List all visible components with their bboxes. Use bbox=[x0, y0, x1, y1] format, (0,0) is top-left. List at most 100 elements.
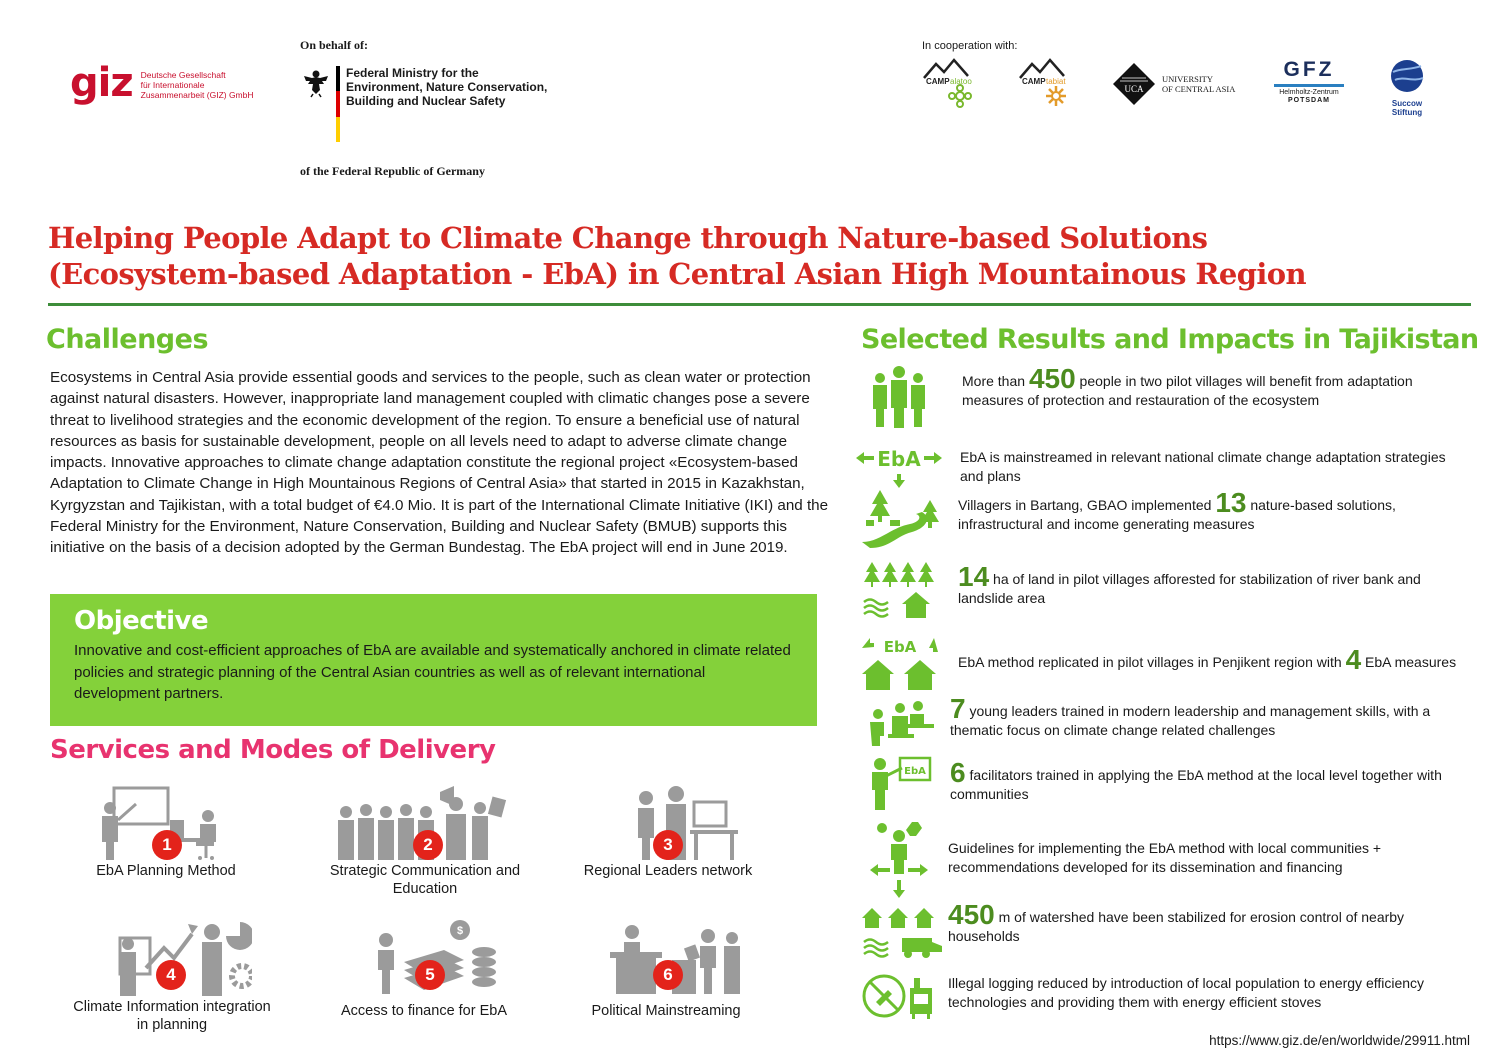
service-number-badge: 4 bbox=[156, 960, 186, 990]
page-title: Helping People Adapt to Climate Change t… bbox=[48, 220, 1468, 292]
objective-heading: Objective bbox=[74, 606, 209, 636]
result-item: More than 450 people in two pilot villag… bbox=[962, 365, 1462, 410]
gfz-logo: GFZ Helmholtz-Zentrum POTSDAM bbox=[1268, 58, 1350, 105]
ministry-name-line: Building and Nuclear Safety bbox=[346, 94, 506, 108]
project-link[interactable]: https://www.giz.de/en/worldwide/29911.ht… bbox=[1209, 1033, 1470, 1048]
svg-text:tabiat: tabiat bbox=[1046, 77, 1066, 86]
result-highlight-number: 4 bbox=[1345, 644, 1362, 675]
page-title-line: (Ecosystem-based Adaptation - EbA) in Ce… bbox=[48, 257, 1307, 291]
result-highlight-number: 450 bbox=[948, 899, 995, 930]
service-item-climate-info: Climate Information integration in plann… bbox=[72, 918, 272, 1034]
service-label: Access to finance for EbA bbox=[340, 1003, 508, 1019]
gfz-divider bbox=[1274, 84, 1344, 87]
result-text-post: ha of land in pilot villages afforested … bbox=[958, 571, 1421, 606]
services-heading: Services and Modes of Delivery bbox=[50, 735, 496, 765]
giz-name-line: Deutsche Gesellschaft bbox=[140, 70, 226, 80]
giz-logo-wordmark: giz bbox=[70, 60, 134, 106]
service-number-badge: 2 bbox=[413, 830, 443, 860]
result-text-post: facilitators trained in applying the EbA… bbox=[950, 767, 1442, 802]
eba-icon-text: EbA bbox=[877, 447, 921, 471]
service-item-political: Political Mainstreaming 6 bbox=[566, 918, 766, 1020]
no-logging-stove-icon bbox=[862, 974, 932, 1019]
result-text-pre: EbA method replicated in pilot villages … bbox=[958, 654, 1346, 670]
eba-icon-text: EbA bbox=[904, 766, 926, 777]
result-text-pre: More than bbox=[962, 373, 1029, 389]
result-item: EbA method replicated in pilot villages … bbox=[958, 646, 1458, 674]
river-trees-icon bbox=[862, 490, 939, 548]
result-text-post: people in two pilot villages will benefi… bbox=[962, 373, 1413, 408]
result-text-post: m of watershed have been stabilized for … bbox=[948, 909, 1405, 944]
result-text-post: EbA measures bbox=[1361, 654, 1457, 670]
result-text-pre: Villagers in Bartang, GBAO implemented bbox=[958, 497, 1216, 513]
result-text-post: nature-based solutions, infrastructural … bbox=[958, 497, 1396, 532]
young-leaders-icon bbox=[870, 701, 934, 746]
svg-text:CAMP: CAMP bbox=[1022, 77, 1046, 86]
uca-badge-text: UCA bbox=[1124, 84, 1144, 94]
result-item: 7 young leaders trained in modern leader… bbox=[950, 695, 1450, 740]
result-item: EbA is mainstreamed in relevant national… bbox=[960, 448, 1460, 486]
uca-name: UNIVERSITY OF CENTRAL ASIA bbox=[1162, 74, 1235, 94]
result-highlight-number: 13 bbox=[1215, 487, 1247, 518]
succow-name-line: Stiftung bbox=[1391, 108, 1423, 117]
service-label: Climate Information integration in plann… bbox=[73, 999, 271, 1033]
service-item-planning: EbA Planning Method 1 bbox=[66, 782, 266, 880]
forest-house-icon bbox=[863, 562, 934, 618]
challenges-text: Ecosystems in Central Asia provide essen… bbox=[50, 369, 829, 557]
result-text-post: young leaders trained in modern leadersh… bbox=[950, 703, 1431, 738]
planning-presentation-icon bbox=[102, 786, 216, 860]
uca-diamond-icon: UCA bbox=[1113, 63, 1155, 105]
gfz-subtitle-line: Helmholtz-Zentrum bbox=[1279, 89, 1339, 96]
ministry-name-line: Federal Ministry for the bbox=[346, 66, 479, 80]
gfz-subtitle-line: POTSDAM bbox=[1288, 97, 1330, 104]
ministry-name-line: Environment, Nature Conservation, bbox=[346, 80, 548, 94]
service-item-communication: Strategic Communication and Education 2 bbox=[325, 782, 525, 898]
result-text-post: Guidelines for implementing the EbA meth… bbox=[948, 840, 1382, 875]
giz-name-line: für Internationale bbox=[140, 80, 205, 90]
objective-box: Objective Innovative and cost-efficient … bbox=[50, 594, 817, 726]
result-highlight-number: 450 bbox=[1028, 363, 1076, 394]
result-highlight-number: 6 bbox=[950, 757, 966, 788]
result-item: Villagers in Bartang, GBAO implemented 1… bbox=[958, 489, 1458, 534]
ministry-logo: Federal Ministry for the Environment, Na… bbox=[300, 66, 566, 142]
service-label: Strategic Communication and Education bbox=[329, 863, 521, 897]
svg-text:CAMP: CAMP bbox=[926, 77, 950, 86]
result-item: Guidelines for implementing the EbA meth… bbox=[948, 839, 1448, 877]
camp-tabiat-logo: CAMP tabiat bbox=[1019, 58, 1066, 106]
challenges-heading: Challenges bbox=[46, 324, 209, 355]
result-highlight-number: 14 bbox=[958, 561, 990, 592]
service-label: EbA Planning Method bbox=[96, 863, 236, 879]
uca-name-line: UNIVERSITY bbox=[1162, 74, 1213, 84]
globe-icon bbox=[1391, 60, 1424, 92]
climate-info-chart-icon bbox=[118, 922, 252, 996]
succow-name: Succow Stiftung bbox=[1380, 99, 1434, 117]
page-title-line: Helping People Adapt to Climate Change t… bbox=[48, 221, 1208, 255]
result-item: 14 ha of land in pilot villages afforest… bbox=[958, 563, 1458, 608]
result-item: Illegal logging reduced by introduction … bbox=[948, 974, 1448, 1012]
eba-houses-icon: EbA bbox=[862, 638, 938, 690]
people-group-icon bbox=[873, 366, 925, 428]
german-flag-bar bbox=[336, 66, 340, 142]
service-item-leaders: Regional Leaders network 3 bbox=[568, 782, 768, 880]
facilitator-board-icon: EbA bbox=[872, 756, 932, 810]
gfz-subtitle: Helmholtz-Zentrum POTSDAM bbox=[1268, 89, 1350, 105]
eba-arrows-icon: EbA bbox=[856, 447, 942, 488]
service-item-finance: $ Access to finance for EbA 5 bbox=[324, 918, 524, 1020]
result-item: 6 facilitators trained in applying the E… bbox=[950, 759, 1450, 804]
result-text-post: EbA is mainstreamed in relevant national… bbox=[960, 449, 1446, 484]
service-number-badge: 6 bbox=[653, 960, 683, 990]
service-number-badge: 3 bbox=[653, 830, 683, 860]
ministry-name: Federal Ministry for the Environment, Na… bbox=[346, 66, 566, 142]
result-text-post: Illegal logging reduced by introduction … bbox=[948, 975, 1425, 1010]
federal-eagle-icon bbox=[304, 70, 328, 98]
results-heading: Selected Results and Impacts in Tajikist… bbox=[861, 324, 1479, 355]
service-label: Regional Leaders network bbox=[583, 863, 753, 879]
eba-icon-text: EbA bbox=[884, 638, 917, 656]
watershed-houses-icon bbox=[862, 908, 942, 958]
giz-full-name: Deutsche Gesellschaft für Internationale… bbox=[141, 70, 261, 100]
objective-text: Innovative and cost-efficient approaches… bbox=[74, 642, 791, 702]
giz-name-line: Zusammenarbeit (GIZ) GmbH bbox=[140, 90, 254, 100]
cooperation-label: In cooperation with: bbox=[922, 40, 1018, 52]
succow-name-line: Succow bbox=[1391, 99, 1423, 108]
camp-alatoo-logo: CAMP alatoo bbox=[923, 58, 972, 108]
on-behalf-label: On behalf of: bbox=[300, 38, 369, 52]
